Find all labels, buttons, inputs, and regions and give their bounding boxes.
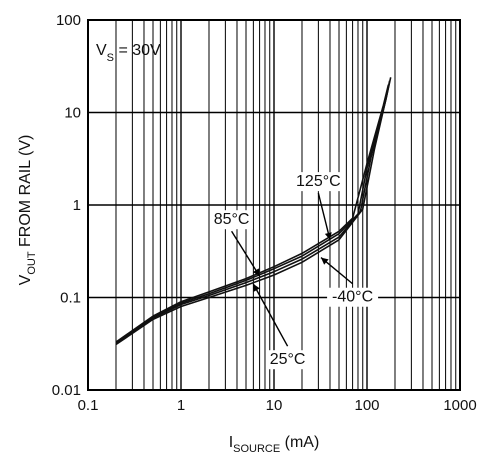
series-line (115, 86, 390, 344)
condition-main: V (96, 42, 107, 59)
condition-label: VS = 30V (96, 42, 161, 64)
annotations: 125°C 85°C 25°C -40°C (210, 172, 379, 370)
condition-sub: S (107, 52, 114, 64)
x-axis-label: ISOURCE (mA) (229, 434, 320, 455)
annotation-bg (210, 210, 253, 230)
annotation-label: 85°C (214, 211, 250, 228)
annotation-label: -40°C (332, 289, 373, 306)
y-axis-label-main: V (17, 274, 34, 285)
x-tick-label: 1000 (443, 397, 476, 414)
y-tick-label: 100 (56, 12, 81, 29)
x-axis-label-unit: (mA) (280, 434, 319, 451)
x-tick-label: 1 (177, 397, 185, 414)
series-line (115, 80, 391, 344)
series-line (115, 77, 392, 346)
x-axis-label-sub: SOURCE (233, 443, 280, 455)
x-tick-label: 0.1 (78, 397, 99, 414)
annotation-arrowhead (320, 257, 329, 265)
series-group (115, 77, 392, 346)
x-tick-label: 100 (354, 397, 379, 414)
condition-rest: = 30V (114, 42, 161, 59)
annotation-bg (292, 172, 344, 192)
x-tick-label: 10 (266, 397, 283, 414)
annotation-arrow (231, 230, 261, 277)
x-axis-label-main: I (229, 434, 233, 451)
svg-text:VS = 30V: VS = 30V (96, 42, 161, 64)
annotation-bg (327, 287, 379, 307)
y-tick-label: 1 (73, 197, 81, 214)
y-tick-label: 10 (64, 105, 81, 122)
annotation-arrow (252, 283, 289, 347)
annotation-label: 25°C (270, 351, 306, 368)
y-axis-label-rest: FROM RAIL (V) (17, 135, 34, 252)
annotation-arrowhead (253, 283, 260, 292)
annotation-arrow (317, 192, 331, 241)
series-line (115, 84, 390, 343)
y-axis-label: VOUT FROM RAIL (V) (17, 135, 38, 286)
y-tick-label: 0.01 (52, 382, 81, 399)
y-tick-label: 0.1 (60, 290, 81, 307)
annotation-bg (266, 350, 309, 370)
annotation-arrowhead (324, 232, 332, 240)
grid (87, 20, 460, 390)
annotation-arrowhead (252, 268, 260, 277)
annotation-label: 125°C (296, 173, 341, 190)
plot-frame (87, 19, 461, 391)
y-axis-label-sub: OUT (26, 251, 38, 275)
